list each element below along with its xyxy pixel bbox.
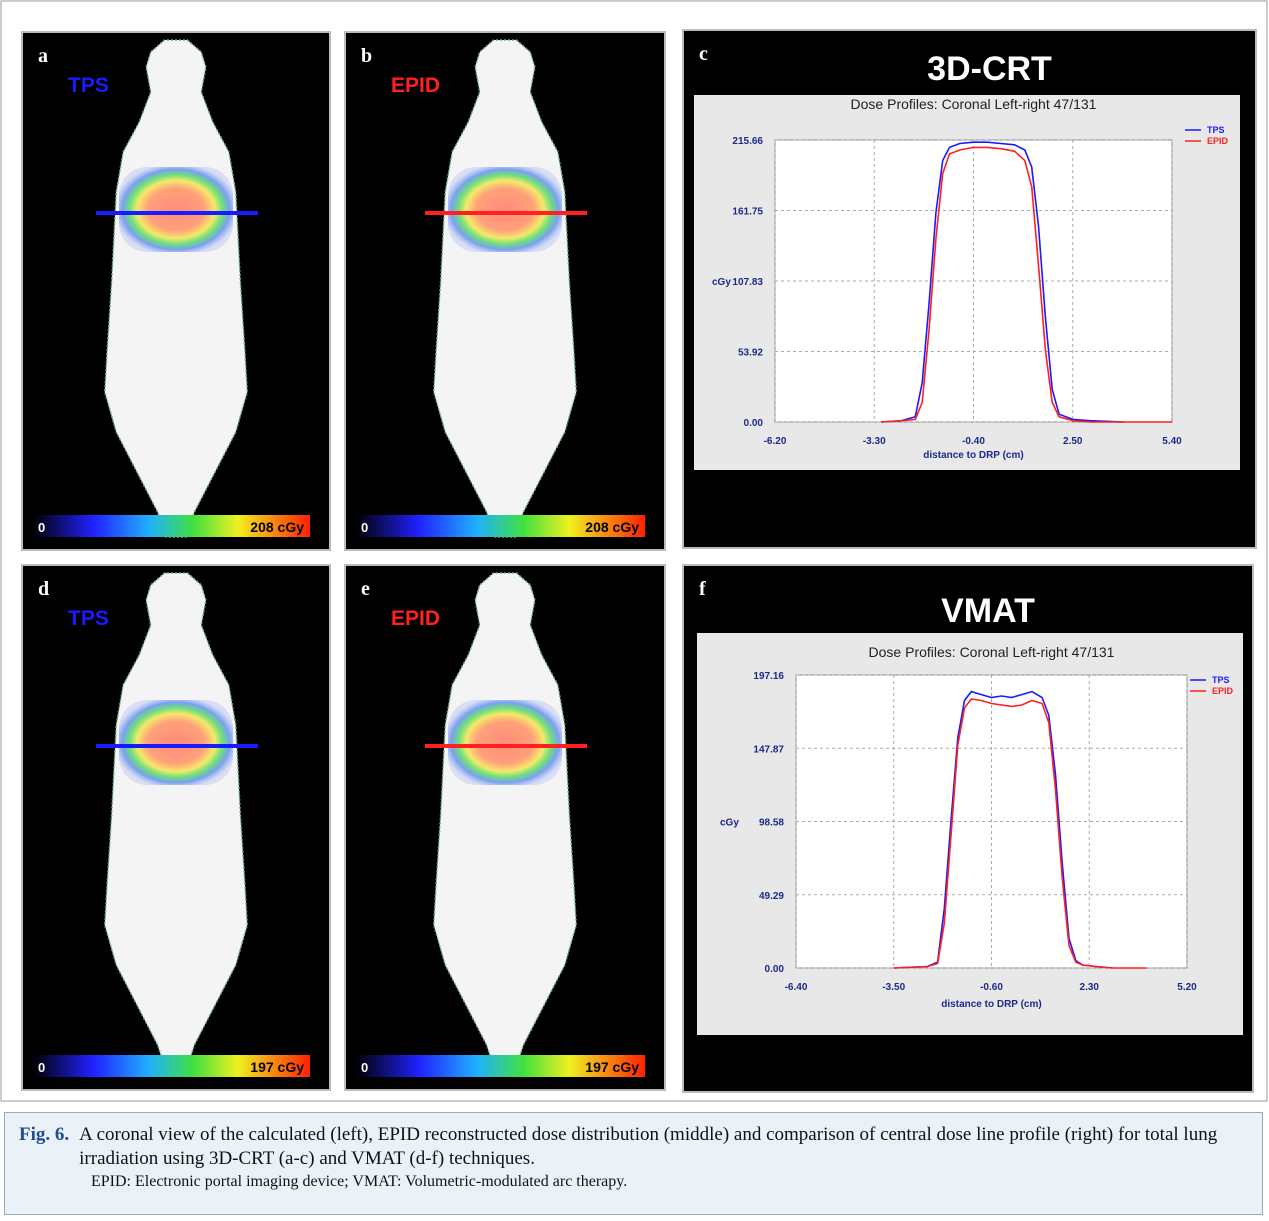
caption-footnote: EPID: Electronic portal imaging device; … (91, 1173, 628, 1190)
colorbar-max: 197 cGy (585, 1059, 639, 1075)
y-tick-label: 197.16 (753, 671, 784, 682)
colorbar-min: 0 (38, 1060, 45, 1075)
colorbar-max: 197 cGy (250, 1059, 304, 1075)
y-tick-label: 98.58 (759, 818, 784, 829)
panel-label: TPS (68, 74, 109, 97)
panel-letter: a (38, 45, 48, 67)
legend-label: TPS (1207, 125, 1225, 135)
x-tick-label: -0.40 (962, 436, 985, 447)
panel-label: TPS (68, 607, 109, 630)
colorbar (32, 515, 310, 537)
chart-subtitle: Dose Profiles: Coronal Left-right 47/131 (851, 96, 1097, 112)
x-tick-label: 5.20 (1177, 982, 1197, 993)
y-tick-label: 161.75 (732, 206, 763, 217)
y-tick-label: 147.87 (753, 744, 784, 755)
chart-title: VMAT (941, 592, 1035, 630)
caption: Fig. 6. A coronal view of the calculated… (4, 1112, 1263, 1215)
dose-region (119, 167, 233, 252)
x-tick-label: 5.40 (1162, 436, 1182, 447)
colorbar-min: 0 (38, 520, 45, 535)
dose-region (448, 167, 562, 252)
y-axis-label: cGy (712, 277, 731, 288)
profile-curve (881, 141, 1125, 423)
panel-label: EPID (391, 607, 440, 630)
legend-label: TPS (1212, 675, 1230, 685)
panel-letter: b (361, 45, 372, 67)
panel-letter: d (38, 578, 49, 600)
profile-curve (881, 146, 1172, 423)
y-tick-label: 215.66 (732, 136, 763, 147)
x-tick-label: 2.30 (1080, 982, 1100, 993)
y-tick-label: 0.00 (744, 418, 764, 429)
dose-region (448, 700, 562, 785)
dose-region (119, 700, 233, 785)
panel-letter: e (361, 578, 370, 600)
y-tick-label: 53.92 (738, 347, 763, 358)
colorbar-min: 0 (361, 1060, 368, 1075)
chart-subtitle: Dose Profiles: Coronal Left-right 47/131 (869, 644, 1115, 660)
panel-letter: f (699, 578, 706, 600)
x-tick-label: -3.50 (882, 982, 905, 993)
legend-label: EPID (1212, 686, 1234, 696)
x-tick-label: -6.40 (785, 982, 808, 993)
colorbar (355, 515, 645, 537)
y-tick-label: 49.29 (759, 891, 784, 902)
x-axis-label: distance to DRP (cm) (923, 450, 1023, 461)
colorbar-max: 208 cGy (585, 519, 639, 535)
y-tick-label: 107.83 (732, 277, 763, 288)
x-tick-label: -0.60 (980, 982, 1003, 993)
legend-label: EPID (1207, 136, 1229, 146)
colorbar-min: 0 (361, 520, 368, 535)
x-tick-label: 2.50 (1063, 436, 1083, 447)
caption-text: A coronal view of the calculated (left),… (79, 1124, 1218, 1169)
profile-curve (893, 698, 1147, 969)
colorbar-max: 208 cGy (250, 519, 304, 535)
x-tick-label: -6.20 (764, 436, 787, 447)
panel-label: EPID (391, 74, 440, 97)
y-axis-label: cGy (720, 818, 739, 829)
colorbar (32, 1055, 310, 1077)
x-tick-label: -3.30 (863, 436, 886, 447)
colorbar (355, 1055, 645, 1077)
caption-row: Fig. 6. A coronal view of the calculated… (19, 1123, 1248, 1171)
profile-curve (893, 690, 1113, 969)
chart-title: 3D-CRT (927, 50, 1052, 88)
caption-label: Fig. 6. (19, 1124, 70, 1145)
x-axis-label: distance to DRP (cm) (941, 999, 1041, 1010)
panel-letter: c (699, 43, 708, 65)
y-tick-label: 0.00 (765, 964, 785, 975)
